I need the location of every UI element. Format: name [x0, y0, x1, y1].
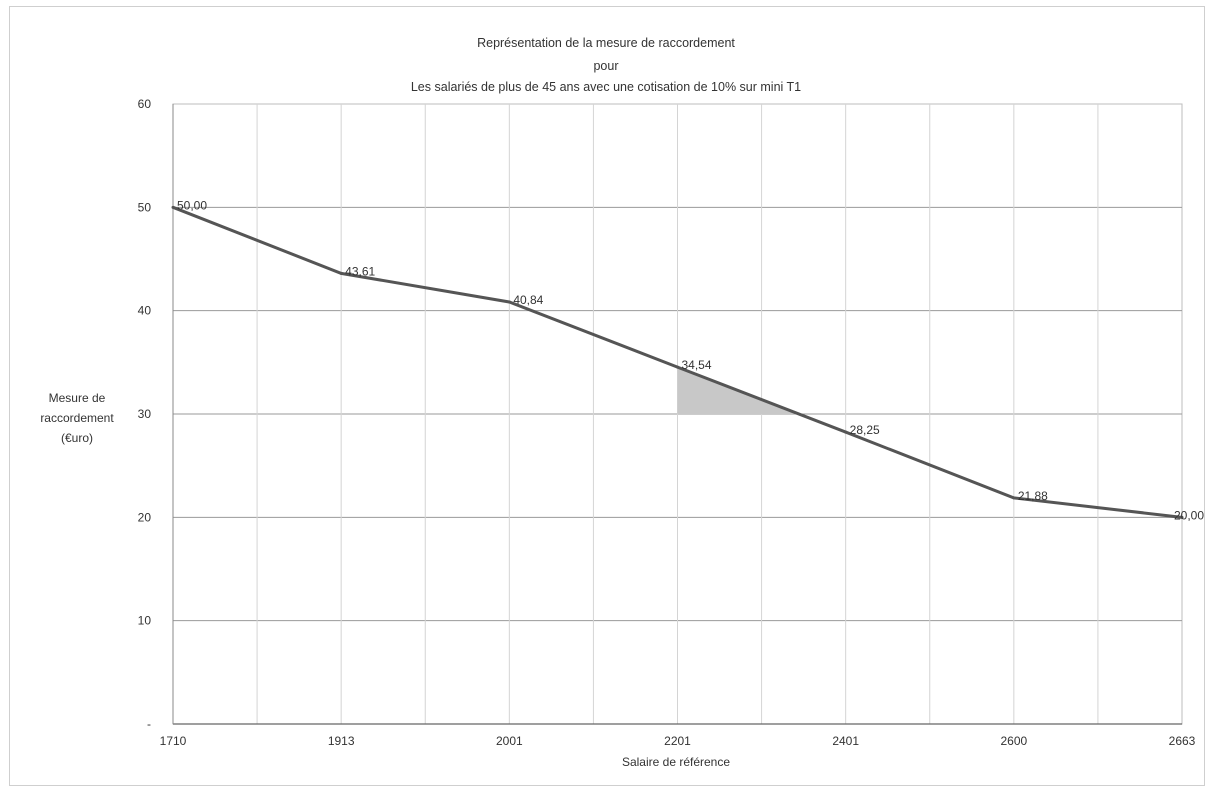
- data-point: [1180, 515, 1184, 519]
- x-tick-label: 1710: [160, 734, 187, 748]
- data-label: 43,61: [345, 264, 375, 278]
- x-tick-label: 1913: [328, 734, 355, 748]
- y-tick-label: -: [147, 717, 151, 731]
- data-point: [339, 271, 343, 275]
- data-label: 34,54: [682, 358, 712, 372]
- x-axis-label: Salaire de référence: [621, 755, 731, 769]
- y-tick-label: 10: [138, 614, 152, 628]
- data-label: 21,88: [1018, 489, 1048, 503]
- data-point: [676, 365, 679, 369]
- data-label: 40,84: [513, 293, 543, 307]
- x-tick-label: 2600: [1000, 734, 1027, 748]
- y-tick-label: 20: [138, 510, 152, 524]
- chart-frame: [9, 6, 1205, 786]
- x-tick-label: 2401: [832, 734, 859, 748]
- y-axis-label-line-2: raccordement: [40, 411, 114, 425]
- data-point: [844, 430, 848, 434]
- data-label: 28,25: [850, 423, 880, 437]
- x-tick-label: 2663: [1169, 734, 1196, 748]
- y-axis-label-line-3: (€uro): [60, 431, 93, 445]
- chart-title-line-2: pour: [593, 59, 619, 73]
- y-tick-label: 40: [138, 304, 152, 318]
- y-tick-label: 50: [138, 200, 152, 214]
- data-point: [171, 205, 175, 209]
- data-label: 50,00: [177, 198, 207, 212]
- data-point: [1012, 496, 1016, 500]
- data-label: 20,00: [1174, 508, 1204, 522]
- chart-title-line-3: Les salariés de plus de 45 ans avec une …: [410, 80, 802, 94]
- x-tick-label: 2201: [664, 734, 691, 748]
- chart-title-line-1: Représentation de la mesure de raccordem…: [477, 36, 735, 50]
- y-tick-label: 30: [138, 407, 152, 421]
- data-point: [507, 300, 511, 304]
- y-tick-label: 60: [138, 97, 152, 111]
- y-axis-label-line-1: Mesure de: [48, 391, 106, 405]
- x-tick-label: 2001: [496, 734, 523, 748]
- y-axis-label: Mesure de raccordement (€uro): [22, 388, 132, 448]
